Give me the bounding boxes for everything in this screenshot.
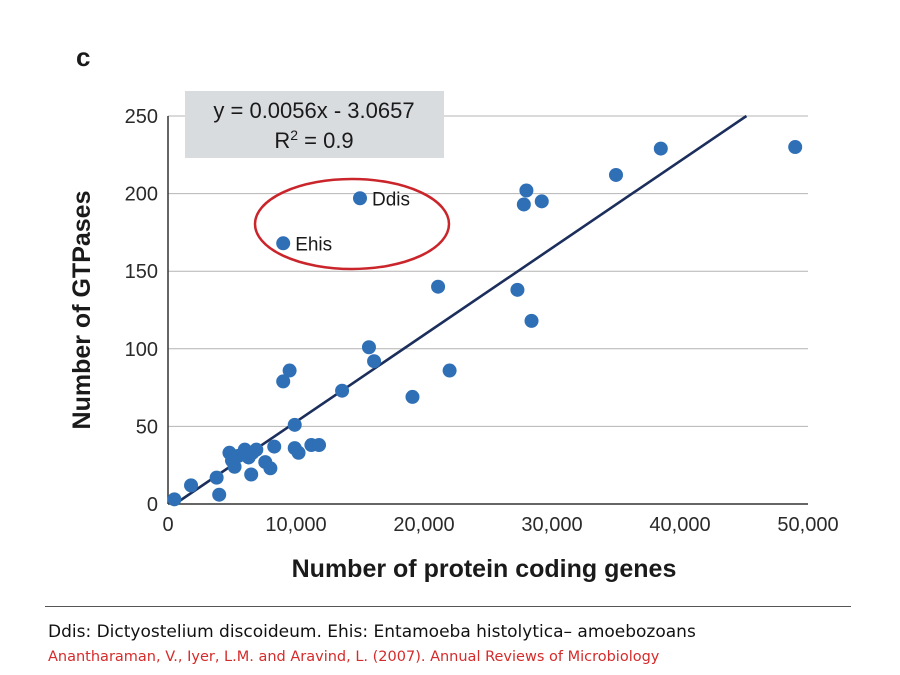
y-tick-label: 50 [136, 416, 158, 438]
data-point [431, 279, 446, 294]
data-point [609, 167, 623, 182]
data-point [291, 445, 306, 460]
data-point [184, 478, 199, 493]
r-squared-symbol: R [274, 128, 290, 153]
data-point [267, 439, 282, 454]
data-point [276, 374, 291, 389]
trendline [174, 114, 748, 506]
data-point [227, 459, 242, 474]
data-point [312, 438, 327, 453]
x-tick-label: 0 [162, 514, 173, 536]
y-tick-label: 200 [125, 184, 158, 206]
data-point [361, 340, 376, 355]
highlight-ellipse [253, 177, 451, 271]
data-point [534, 194, 549, 209]
data-point [209, 470, 224, 485]
x-tick-label: 50,000 [777, 514, 838, 536]
data-point [405, 389, 420, 404]
data-point [287, 417, 302, 432]
y-tick-label: 150 [125, 261, 158, 283]
data-point [212, 487, 227, 502]
footnote: Ddis: Dictyostelium discoideum. Ehis: En… [48, 622, 696, 642]
data-point [249, 442, 264, 457]
x-tick-label: 20,000 [393, 514, 454, 536]
r-squared-exponent: 2 [290, 127, 298, 143]
data-point [167, 492, 182, 507]
data-point [282, 363, 297, 378]
panel-label: c [76, 42, 91, 72]
citation: Anantharaman, V., Iyer, L.M. and Aravind… [48, 649, 660, 665]
point-label-ehis: Ehis [295, 234, 332, 255]
data-point-ehis [276, 236, 291, 251]
data-point [516, 197, 531, 212]
y-tick-label: 100 [125, 339, 158, 361]
data-point-ddis [353, 191, 367, 206]
data-point [335, 383, 350, 398]
divider [45, 606, 851, 607]
data-point [442, 363, 457, 378]
data-point [244, 467, 259, 482]
grid-lines [168, 115, 808, 427]
x-axis-title: Number of protein coding genes [292, 555, 677, 583]
scatter-chart: 0 50 100 150 200 250 0 10,000 20,000 30,000 40,000… [68, 91, 839, 583]
data-points: Ehis Ddis [167, 140, 803, 507]
r-squared-value: = 0.9 [298, 128, 354, 153]
x-tick-label: 40,000 [649, 514, 710, 536]
y-tick-label: 250 [125, 106, 158, 128]
data-point [519, 183, 534, 198]
data-point [510, 282, 525, 297]
r-squared: R2 = 0.9 [274, 127, 353, 153]
equation-line: y = 0.0056x - 3.0657 [213, 98, 414, 123]
data-point [367, 354, 382, 369]
point-label-ddis: Ddis [372, 189, 410, 210]
y-axis-title: Number of GTPases [68, 191, 96, 430]
data-point [263, 461, 278, 476]
tick-labels: 0 50 100 150 200 250 0 10,000 20,000 30,000 40,000… [125, 106, 839, 536]
equation-box [185, 91, 444, 158]
y-tick-label: 0 [147, 494, 158, 516]
data-point [788, 140, 803, 155]
x-tick-label: 10,000 [265, 514, 326, 536]
data-point [524, 313, 539, 328]
data-point [653, 141, 668, 156]
x-tick-label: 30,000 [521, 514, 582, 536]
